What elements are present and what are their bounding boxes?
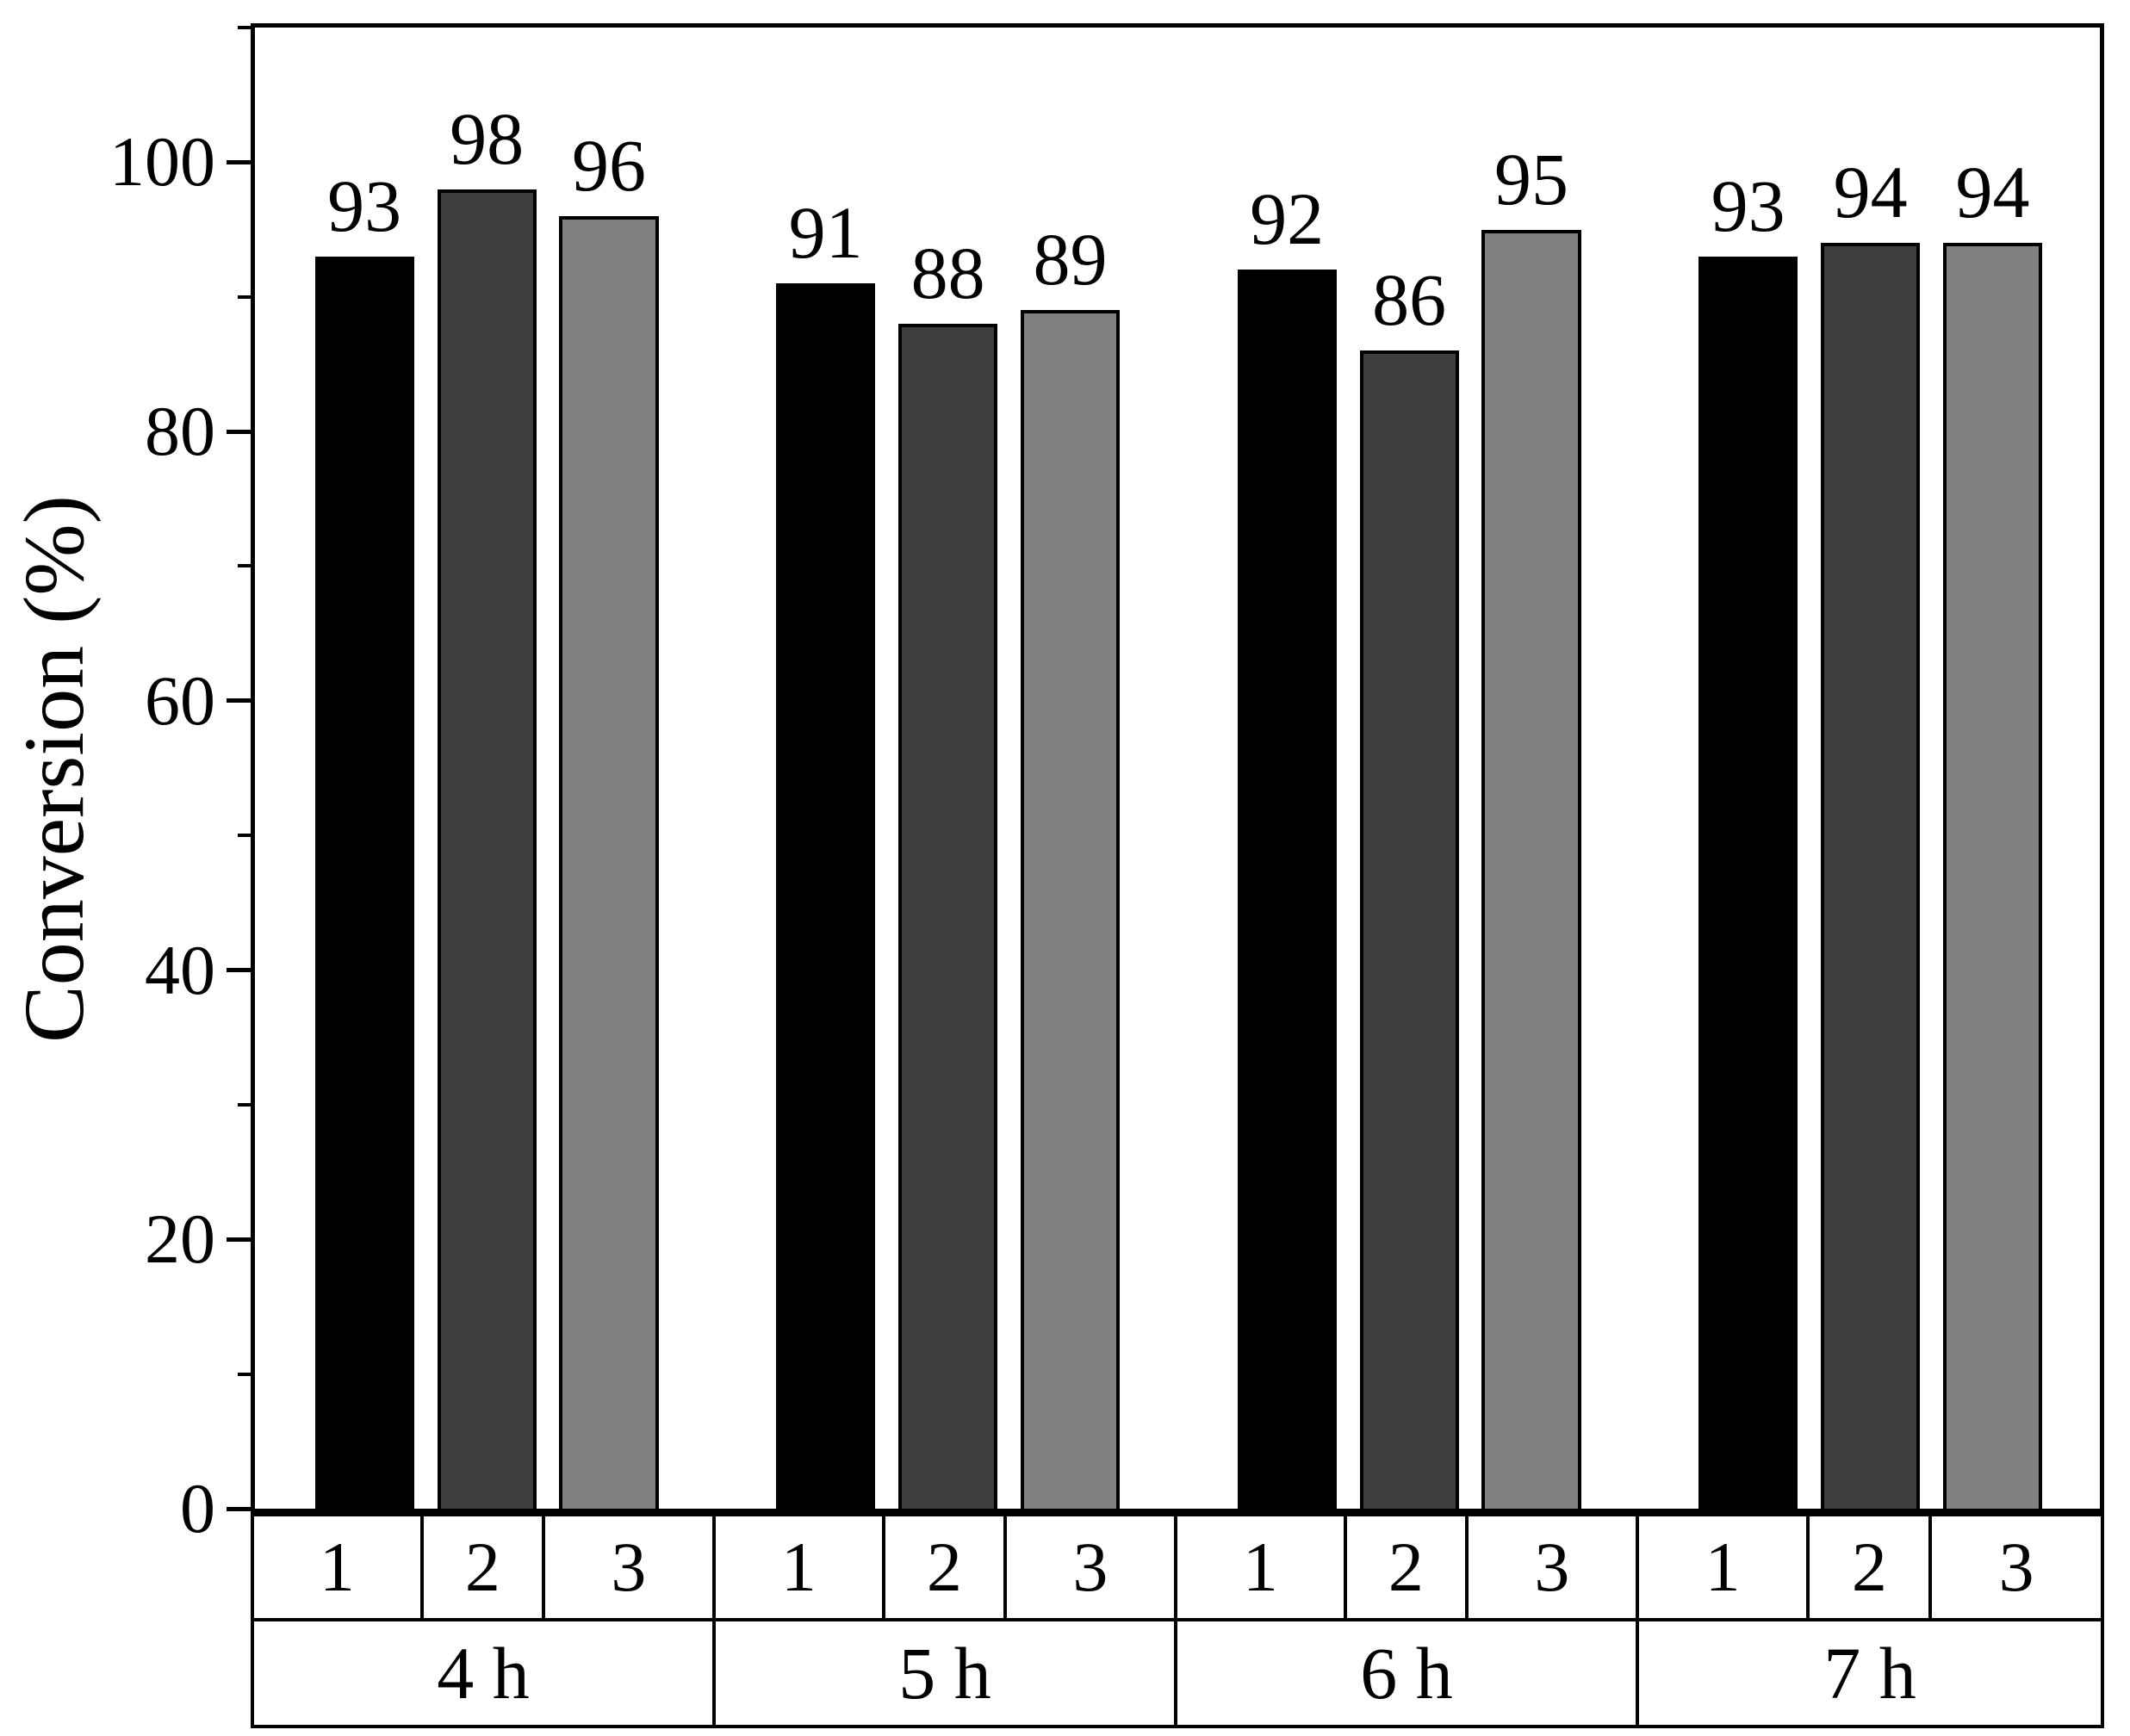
y-tick-minor-10	[238, 1372, 255, 1376]
bar-value-label-5h-1: 91	[788, 191, 863, 275]
bar-6h-series3	[1481, 229, 1581, 1509]
bar-4h-series1	[314, 256, 414, 1509]
bar-7h-series2	[1821, 243, 1921, 1509]
subgroup-cell-5h-2: 2	[885, 1516, 1007, 1618]
bars-layer: 93 98 96 91 88 89 92 86 95 93 94 94	[255, 28, 2100, 1509]
bar-group-7h: 93 94 94	[1639, 28, 2101, 1509]
bar-value-label-6h-3: 95	[1493, 137, 1568, 220]
y-tick-label-60: 60	[145, 660, 215, 740]
bar-5h-series1	[776, 283, 876, 1509]
bar-value-label-4h-2: 98	[450, 96, 525, 180]
bar-slot-7h-2: 94	[1821, 28, 1921, 1509]
y-tick-minor-110	[238, 26, 255, 29]
bar-group-6h: 92 86 95	[1177, 28, 1639, 1509]
bar-5h-series3	[1020, 310, 1121, 1509]
y-tick-minor-50	[238, 834, 255, 838]
group-cell-6h: 6 h	[1177, 1621, 1639, 1725]
subgroup-cell-6h-1: 1	[1177, 1516, 1347, 1618]
bar-6h-series2	[1359, 350, 1459, 1509]
bar-4h-series3	[559, 215, 659, 1509]
y-tick-major-80	[227, 429, 255, 434]
bar-value-label-4h-3: 96	[571, 123, 646, 207]
bar-slot-5h-1: 91	[776, 28, 876, 1509]
y-tick-major-60	[227, 698, 255, 704]
y-tick-label-20: 20	[145, 1200, 215, 1279]
bar-slot-6h-2: 86	[1359, 28, 1459, 1509]
bar-7h-series1	[1698, 256, 1798, 1509]
bar-slot-4h-3: 96	[559, 28, 659, 1509]
y-tick-label-40: 40	[145, 930, 215, 1009]
y-tick-major-0	[227, 1506, 255, 1511]
y-tick-label-100: 100	[109, 122, 215, 202]
y-tick-minor-70	[238, 564, 255, 568]
bar-value-label-7h-1: 93	[1711, 164, 1785, 247]
y-tick-major-100	[227, 159, 255, 164]
bar-5h-series2	[898, 324, 998, 1509]
bar-slot-4h-1: 93	[314, 28, 414, 1509]
y-tick-label-80: 80	[145, 392, 215, 471]
bar-slot-4h-2: 98	[437, 28, 537, 1509]
bar-slot-6h-1: 92	[1237, 28, 1337, 1509]
subgroup-cell-4h-2: 2	[424, 1516, 545, 1618]
group-cell-4h: 4 h	[254, 1621, 716, 1725]
subgroup-cell-7h-1: 1	[1639, 1516, 1810, 1618]
group-cell-7h: 7 h	[1823, 1632, 1916, 1714]
subgroup-cell-4h-3: 3	[611, 1528, 647, 1606]
subgroup-cell-6h-2: 2	[1347, 1516, 1469, 1618]
y-axis-ticks: 0 20 40 60 80 100	[0, 26, 255, 1545]
y-tick-minor-90	[238, 294, 255, 299]
group-cell-5h: 5 h	[716, 1621, 1177, 1725]
plot-area: 93 98 96 91 88 89 92 86 95 93 94 94	[251, 23, 2104, 1513]
subgroup-cell-7h-3: 3	[1998, 1528, 2034, 1606]
bar-slot-5h-2: 88	[898, 28, 998, 1509]
bar-6h-series1	[1237, 270, 1337, 1509]
subgroup-cell-5h-1: 1	[716, 1516, 885, 1618]
y-tick-major-20	[227, 1237, 255, 1242]
subgroup-cell-6h-3: 3	[1534, 1528, 1570, 1606]
y-tick-label-0: 0	[180, 1469, 215, 1547]
subgroup-cell-5h-3: 3	[1072, 1528, 1108, 1606]
bar-slot-6h-3: 95	[1481, 28, 1581, 1509]
bar-group-4h: 93 98 96	[255, 28, 717, 1509]
bar-value-label-5h-3: 89	[1033, 218, 1108, 301]
bar-slot-5h-3: 89	[1020, 28, 1121, 1509]
bar-group-5h: 91 88 89	[717, 28, 1178, 1509]
subgroup-cell-7h-2: 2	[1810, 1516, 1933, 1618]
bar-value-label-7h-3: 94	[1955, 151, 2030, 234]
subgroup-cell-4h-1: 1	[254, 1516, 424, 1618]
bar-value-label-7h-2: 94	[1833, 151, 1908, 234]
bar-7h-series3	[1942, 243, 2043, 1509]
bar-slot-7h-3: 94	[1942, 28, 2043, 1509]
bar-4h-series2	[437, 189, 537, 1509]
bar-value-label-6h-2: 86	[1372, 258, 1447, 342]
bar-slot-7h-1: 93	[1698, 28, 1798, 1509]
bar-value-label-6h-1: 92	[1250, 177, 1325, 261]
y-tick-minor-30	[238, 1102, 255, 1107]
bar-value-label-5h-2: 88	[910, 232, 985, 314]
bar-value-label-4h-1: 93	[327, 164, 402, 247]
y-tick-major-40	[227, 968, 255, 973]
